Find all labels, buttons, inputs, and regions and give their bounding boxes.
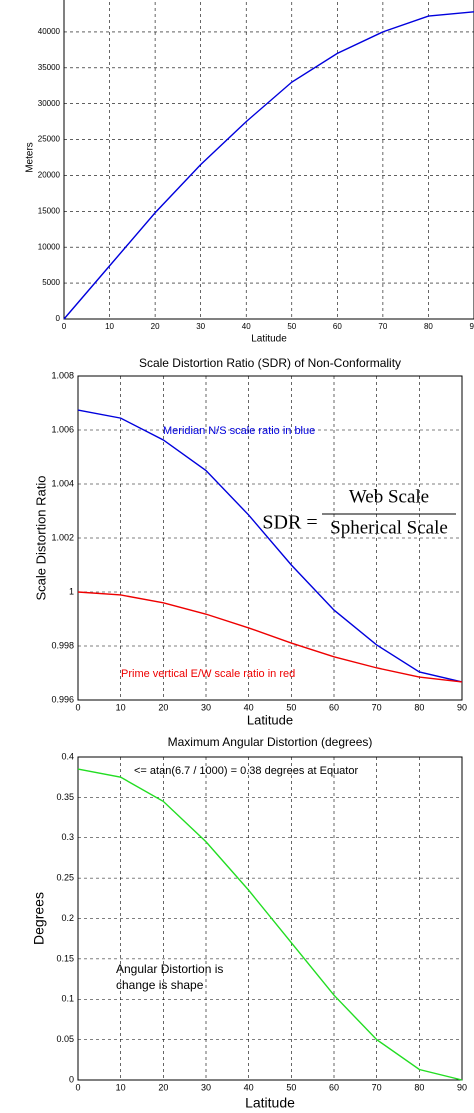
x-tick-label: 0 <box>75 1082 80 1092</box>
y-axis-label: Scale Distortion Ratio <box>33 476 48 601</box>
y-tick-label: 10000 <box>38 242 61 251</box>
x-tick-label: 70 <box>372 702 382 712</box>
series-line <box>77 409 463 683</box>
x-tick-label: 70 <box>378 322 387 331</box>
x-tick-label: 80 <box>414 702 424 712</box>
annotation: Spherical Scale <box>330 517 448 538</box>
plot-frame <box>77 375 463 701</box>
x-tick-label: 0 <box>75 702 80 712</box>
y-tick-label: 0.35 <box>56 792 74 802</box>
series-label: Prime vertical E/W scale ratio in red <box>121 668 295 680</box>
y-tick-label: 25000 <box>38 135 61 144</box>
y-tick-label: 20000 <box>38 171 61 180</box>
x-tick-label: 10 <box>116 702 126 712</box>
y-tick-label: 0.996 <box>51 694 74 704</box>
x-tick-label: 60 <box>329 1082 339 1092</box>
x-tick-label: 0 <box>62 322 67 331</box>
x-tick-label: 30 <box>201 702 211 712</box>
y-axis-label: Meters <box>25 142 36 173</box>
y-tick-label: 0 <box>69 1074 74 1084</box>
y-tick-label: 1.004 <box>51 478 74 488</box>
chart-title: Maximum Angular Distortion (degrees) <box>168 735 373 749</box>
y-tick-label: 0.3 <box>61 832 74 842</box>
x-tick-label: 10 <box>116 1082 126 1092</box>
x-axis-label: Latitude <box>247 712 293 727</box>
x-tick-label: 10 <box>105 322 114 331</box>
y-tick-label: 35000 <box>38 63 61 72</box>
plot-frame <box>77 756 463 1081</box>
x-tick-label: 90 <box>457 1082 467 1092</box>
x-tick-label: 90 <box>470 322 474 331</box>
x-tick-label: 40 <box>244 702 254 712</box>
x-tick-label: 30 <box>201 1082 211 1092</box>
y-tick-label: 0.1 <box>61 994 74 1004</box>
x-tick-label: 20 <box>151 322 160 331</box>
x-tick-label: 60 <box>333 322 342 331</box>
x-tick-label: 20 <box>158 702 168 712</box>
y-tick-label: 1.006 <box>51 424 74 434</box>
y-tick-label: 0.998 <box>51 640 74 650</box>
y-tick-label: 0.15 <box>56 953 74 963</box>
x-tick-label: 50 <box>286 1082 296 1092</box>
y-tick-label: 15000 <box>38 206 61 215</box>
chart-title: Scale Distortion Ratio (SDR) of Non-Conf… <box>139 356 401 370</box>
x-axis-label: Latitude <box>245 1095 295 1111</box>
annotation: change is shape <box>116 978 204 992</box>
x-tick-label: 50 <box>287 322 296 331</box>
annotation: Angular Distortion is <box>116 962 223 976</box>
annotation: SDR = <box>262 512 317 534</box>
x-tick-label: 40 <box>244 1082 254 1092</box>
y-tick-label: 5000 <box>42 278 60 287</box>
y-tick-label: 0.05 <box>56 1034 74 1044</box>
x-tick-label: 60 <box>329 702 339 712</box>
y-tick-label: 0.4 <box>61 751 74 761</box>
x-tick-label: 40 <box>242 322 251 331</box>
y-tick-label: 0.25 <box>56 873 74 883</box>
y-tick-label: 0.2 <box>61 913 74 923</box>
series-line <box>77 591 463 683</box>
x-axis-label: Latitude <box>251 334 287 345</box>
series-line <box>77 768 463 1081</box>
y-tick-label: 1.008 <box>51 370 74 380</box>
x-tick-label: 80 <box>414 1082 424 1092</box>
annotation: Web Scale <box>349 486 429 507</box>
y-tick-label: 0 <box>56 314 61 323</box>
y-tick-label: 1.002 <box>51 532 74 542</box>
x-tick-label: 50 <box>286 702 296 712</box>
x-tick-label: 30 <box>196 322 205 331</box>
annotation: <= atan(6.7 / 1000) = 0.38 degrees at Eq… <box>134 765 358 777</box>
x-tick-label: 90 <box>457 702 467 712</box>
x-tick-label: 20 <box>158 1082 168 1092</box>
plot-frame <box>63 0 474 320</box>
x-tick-label: 70 <box>372 1082 382 1092</box>
y-tick-label: 30000 <box>38 99 61 108</box>
x-tick-label: 80 <box>424 322 433 331</box>
y-axis-label: Degrees <box>31 892 47 945</box>
series-line <box>63 11 474 320</box>
series-label: Meridian N/S scale ratio in blue <box>163 425 315 437</box>
y-tick-label: 40000 <box>38 27 61 36</box>
y-tick-label: 1 <box>69 586 74 596</box>
